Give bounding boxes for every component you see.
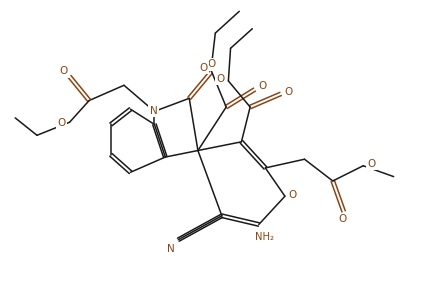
Text: O: O [288,190,296,200]
Text: O: O [258,81,266,91]
Text: N: N [166,244,174,254]
Text: NH₂: NH₂ [254,232,273,242]
Text: O: O [216,74,224,84]
Text: O: O [199,63,207,73]
Text: O: O [207,59,215,69]
Text: O: O [284,87,292,97]
Text: O: O [338,214,346,224]
Text: N: N [149,105,157,115]
Text: O: O [59,66,67,76]
Text: O: O [366,159,374,168]
Text: O: O [58,118,66,128]
